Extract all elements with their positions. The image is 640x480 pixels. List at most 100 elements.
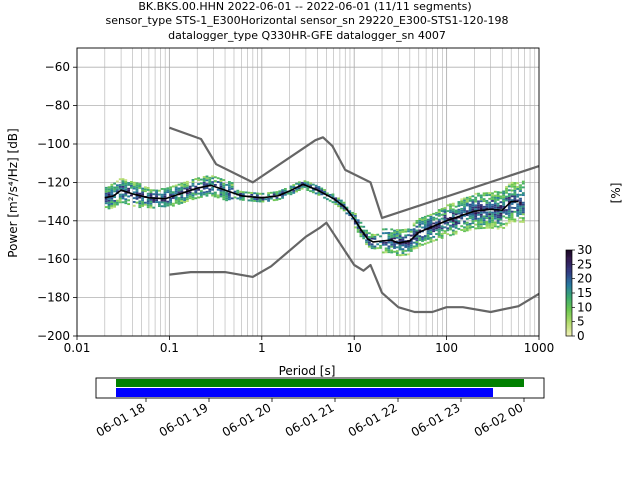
histogram-cell	[521, 219, 525, 221]
histogram-cell	[415, 229, 419, 232]
histogram-cell	[482, 217, 486, 220]
histogram-cell	[516, 207, 520, 210]
histogram-cell	[488, 192, 492, 195]
histogram-cell	[222, 192, 226, 195]
histogram-cell	[152, 206, 156, 209]
colorbar-tick-label: 15	[577, 286, 592, 300]
histogram-cell	[356, 228, 360, 231]
histogram-cell	[121, 195, 125, 198]
histogram-cell	[485, 226, 489, 229]
histogram-cell	[216, 177, 220, 180]
histogram-cell	[387, 249, 391, 252]
histogram-cell	[443, 230, 447, 233]
histogram-cell	[429, 213, 433, 216]
histogram-cell	[474, 212, 478, 215]
histogram-cell	[521, 203, 525, 206]
histogram-cell	[160, 193, 164, 196]
histogram-cell	[138, 196, 142, 199]
histogram-cell	[393, 229, 396, 232]
colorbar-cell	[566, 294, 572, 297]
histogram-cell	[423, 215, 427, 218]
colorbar-cell	[566, 274, 572, 277]
histogram-cell	[390, 232, 394, 235]
histogram-cell	[130, 181, 133, 183]
histogram-cell	[519, 205, 522, 208]
histogram-cell	[446, 229, 450, 232]
histogram-cell	[211, 188, 214, 191]
plot-area	[76, 47, 540, 337]
histogram-cell	[516, 187, 520, 190]
histogram-cell	[373, 247, 377, 250]
histogram-cell	[507, 189, 511, 192]
histogram-cell	[493, 215, 497, 218]
histogram-cell	[384, 251, 388, 254]
histogram-cell	[460, 211, 464, 214]
histogram-cell	[353, 216, 357, 219]
histogram-cell	[499, 214, 503, 217]
histogram-cell	[185, 184, 189, 187]
histogram-cell	[404, 246, 408, 248]
histogram-cell	[208, 182, 212, 185]
histogram-cell	[118, 193, 122, 196]
x-tick-label: 0.1	[160, 341, 179, 355]
histogram-cell	[496, 225, 500, 228]
histogram-cell	[499, 195, 503, 198]
histogram-cell	[275, 196, 279, 199]
histogram-cell	[510, 212, 514, 215]
histogram-cell	[474, 192, 478, 195]
histogram-cell	[432, 230, 436, 233]
histogram-cell	[309, 182, 312, 185]
histogram-cell	[451, 229, 455, 232]
histogram-cell	[491, 226, 494, 229]
histogram-cell	[387, 235, 391, 238]
histogram-cell	[146, 200, 150, 203]
histogram-cell	[507, 221, 511, 224]
histogram-cell	[239, 192, 242, 195]
histogram-cell	[510, 218, 514, 221]
histogram-cell	[157, 193, 161, 196]
histogram-cell	[118, 197, 122, 200]
histogram-cell	[339, 207, 343, 210]
histogram-cell	[505, 187, 508, 190]
colorbar-cell	[566, 265, 572, 268]
histogram-cell	[398, 229, 402, 232]
colorbar-cell	[566, 250, 572, 252]
histogram-cell	[118, 185, 122, 188]
histogram-cell	[479, 213, 483, 216]
histogram-cell	[155, 201, 158, 204]
histogram-cell	[457, 203, 461, 205]
histogram-cell	[432, 222, 436, 225]
histogram-cell	[247, 191, 251, 194]
histogram-cell	[404, 244, 408, 247]
histogram-cell	[261, 192, 265, 195]
histogram-cell	[314, 186, 318, 189]
histogram-cell	[348, 214, 352, 217]
histogram-cell	[493, 225, 497, 228]
histogram-cell	[160, 199, 164, 202]
histogram-cell	[390, 241, 394, 244]
colorbar-cell	[566, 315, 572, 318]
histogram-cell	[493, 221, 497, 224]
histogram-cell	[370, 237, 374, 240]
histogram-cell	[401, 248, 405, 251]
histogram-cell	[104, 192, 108, 195]
histogram-cell	[219, 180, 223, 183]
histogram-cell	[127, 199, 131, 202]
histogram-cell	[155, 191, 158, 194]
histogram-cell	[505, 189, 508, 192]
histogram-cell	[174, 192, 178, 195]
histogram-cell	[502, 203, 506, 206]
colorbar-cell	[566, 267, 572, 269]
histogram-cell	[188, 185, 192, 188]
histogram-cell	[317, 191, 321, 194]
histogram-cell	[395, 250, 399, 253]
histogram-cell	[334, 197, 338, 200]
histogram-cell	[449, 234, 452, 237]
histogram-cell	[435, 227, 438, 230]
histogram-cell	[465, 223, 469, 226]
histogram-cell	[155, 193, 158, 196]
histogram-cell	[169, 201, 172, 204]
histogram-cell	[113, 201, 117, 204]
histogram-cell	[477, 200, 480, 203]
histogram-cell	[507, 208, 511, 211]
